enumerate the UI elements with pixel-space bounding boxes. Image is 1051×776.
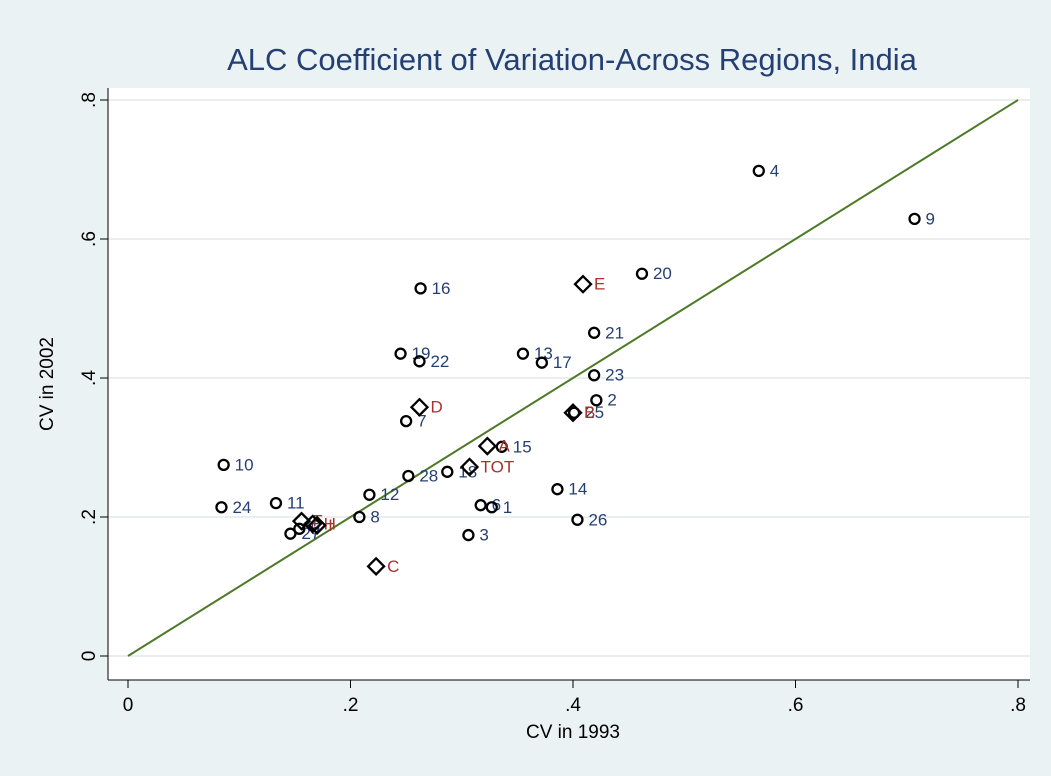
diamond-point (291, 511, 312, 531)
x-tick-label: .6 (788, 695, 804, 716)
y-tick-label: .6 (79, 231, 100, 247)
point-label: C (387, 557, 399, 576)
point-label: 4 (770, 161, 779, 180)
point-label: 26 (588, 510, 607, 529)
circle-point (414, 282, 427, 295)
point-label: H (324, 514, 336, 533)
point-label: E (594, 275, 605, 294)
point-label: 20 (653, 264, 672, 283)
circle-point (485, 501, 498, 514)
circle-point (413, 355, 426, 368)
chart-title: ALC Coefficient of Variation-Across Regi… (227, 42, 918, 77)
plot-area (108, 88, 1030, 680)
point-label: TOT (481, 457, 515, 476)
y-tick-label: .2 (79, 509, 100, 525)
circle-point (363, 488, 376, 501)
point-label: 3 (479, 526, 488, 545)
y-axis-label: CV in 2002 (37, 337, 58, 431)
x-tick-label: .8 (1010, 695, 1026, 716)
diamond-point (563, 403, 583, 423)
point-label: 1 (503, 498, 512, 517)
point-label: 28 (419, 466, 438, 485)
y-tick-label: 0 (79, 651, 100, 662)
point-label: 8 (370, 507, 379, 526)
point-label: 25 (585, 403, 604, 422)
point-label: D (430, 398, 442, 417)
circle-point (590, 394, 603, 407)
circle-point (402, 469, 415, 483)
diamond-point (409, 397, 430, 417)
circle-point (293, 522, 306, 535)
point-label: 16 (432, 279, 451, 298)
diamond-point (366, 556, 386, 576)
circle-point (551, 483, 564, 496)
circle-point (635, 267, 649, 280)
reference-line (127, 99, 1019, 657)
point-label: A (498, 437, 510, 456)
circle-point (587, 369, 601, 382)
circle-point (535, 356, 548, 369)
circle-point (399, 414, 413, 428)
point-label: 11 (287, 494, 305, 513)
y-tick-label: .8 (79, 92, 100, 108)
point-label: 24 (232, 498, 251, 517)
circle-point (441, 465, 454, 478)
point-label: 17 (553, 353, 572, 372)
circle-point (516, 347, 530, 360)
circle-point (752, 164, 765, 178)
circle-point (215, 501, 228, 514)
y-tick-label: .4 (79, 370, 100, 386)
circle-point (567, 406, 581, 419)
circle-point (462, 528, 475, 542)
circle-point (394, 347, 407, 360)
diamond-point (307, 515, 327, 535)
diamond-point (459, 457, 480, 477)
point-label: 2 (607, 391, 616, 410)
point-label: 22 (430, 352, 449, 371)
x-tick-label: .2 (343, 695, 359, 716)
point-label: 21 (605, 323, 624, 342)
circle-point (284, 527, 297, 540)
circle-point (353, 510, 366, 524)
point-label: 15 (513, 437, 532, 456)
diamond-point (477, 436, 497, 456)
diamond-point (573, 274, 593, 294)
circle-point (495, 440, 508, 453)
circle-point (908, 212, 921, 225)
circle-point (269, 496, 283, 510)
x-tick-label: .4 (565, 695, 581, 716)
x-tick-label: 0 (123, 695, 134, 716)
circle-point (571, 513, 584, 526)
circle-point (587, 326, 601, 339)
diamond-point (303, 514, 323, 534)
point-label: 12 (380, 485, 399, 504)
point-label: 10 (235, 455, 254, 474)
circle-point (474, 499, 487, 512)
point-label: B (584, 403, 595, 422)
point-label: 7 (417, 412, 426, 431)
point-label: 9 (926, 209, 935, 228)
circle-point (217, 458, 230, 472)
point-label: 23 (605, 366, 624, 385)
point-label: 14 (568, 480, 587, 499)
point-label: I (328, 516, 333, 535)
x-axis-label: CV in 1993 (526, 722, 620, 743)
